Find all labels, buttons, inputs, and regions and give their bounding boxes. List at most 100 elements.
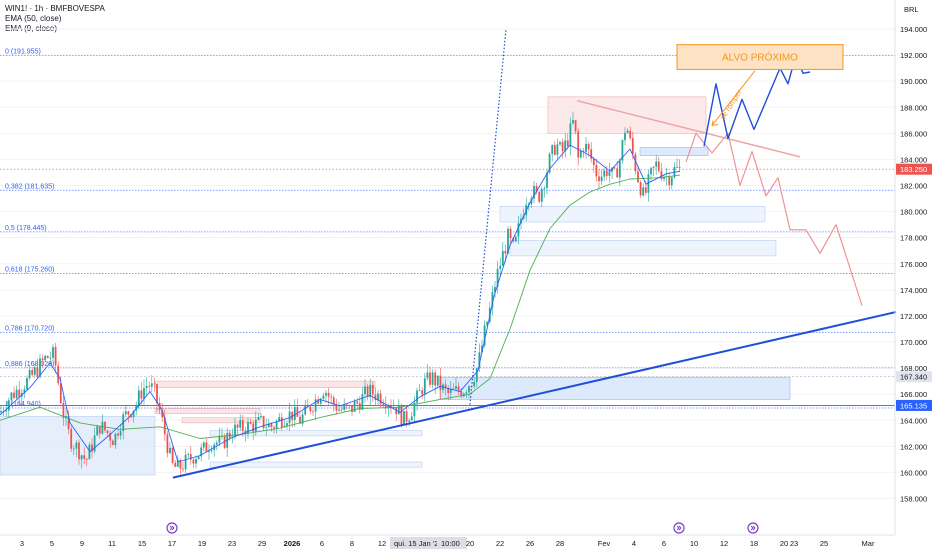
target-box [676, 44, 844, 70]
x-tick-label: 18 [750, 539, 758, 548]
candle-body [457, 386, 460, 392]
x-tick-label: 11 [108, 539, 116, 548]
candle-body [283, 425, 286, 427]
candle-body [267, 423, 270, 428]
candle-body [507, 228, 509, 254]
y-tick-label: 158.000 [900, 495, 927, 504]
fib-level-label: 0,618 (175.260) [5, 266, 54, 273]
candle-body [642, 187, 645, 196]
candle-body [629, 130, 632, 139]
candle-body [106, 430, 109, 434]
candle-body [78, 442, 80, 460]
candle-body [423, 378, 426, 395]
candle-body [182, 468, 184, 470]
price-axis[interactable]: 194.000 192.000 190.000 188.000 186.000 184.0… [894, 0, 932, 535]
candle-body [75, 442, 78, 449]
x-tick-label: 25 [820, 539, 828, 548]
legend-ema50: EMA (50, close) [5, 14, 62, 23]
candle-body [340, 409, 343, 411]
candle-body [509, 228, 512, 239]
y-tick-label: 170.000 [900, 338, 927, 347]
y-tick-label: 184.000 [900, 155, 927, 164]
candle-body [361, 394, 364, 410]
candle-body [23, 389, 26, 393]
candle-body [80, 455, 83, 460]
candle-body [621, 140, 624, 161]
candle-body [5, 410, 8, 412]
crosshair-time-box [390, 537, 450, 549]
candle-body [564, 140, 567, 152]
candle-body [626, 130, 629, 133]
candle-body [556, 144, 559, 155]
candle-body [569, 123, 572, 147]
candle-body [449, 388, 452, 393]
candle-body [171, 447, 174, 463]
candle-body [200, 447, 203, 457]
x-tick-label: 28 [556, 539, 564, 548]
candle-body [553, 145, 556, 155]
candle-body [127, 411, 130, 415]
candle-body [304, 405, 307, 415]
candle-body [663, 176, 665, 179]
candle-body [366, 386, 369, 397]
candle-body [504, 250, 507, 254]
candle-body [652, 166, 655, 168]
candle-body [174, 462, 177, 467]
candle-body [36, 367, 39, 377]
candle-body [475, 368, 478, 382]
candle-body [543, 187, 546, 189]
candle-body [39, 358, 41, 377]
price-axis-badge [896, 371, 932, 383]
candle-body [600, 176, 603, 182]
candle-body [195, 459, 197, 464]
candle-body [317, 399, 320, 404]
candle-body [595, 165, 598, 177]
candle-body [153, 383, 156, 385]
candle-body [670, 177, 673, 186]
candle-body [351, 405, 353, 412]
x-tick-label: 5 [50, 539, 54, 548]
candle-body [96, 426, 99, 436]
candle-body [70, 429, 73, 449]
candle-body [83, 455, 86, 459]
candle-body [572, 120, 574, 124]
candle-body [161, 410, 164, 418]
candle-body [187, 454, 190, 455]
candle-body [67, 416, 70, 430]
target-arrow [711, 70, 756, 126]
candle-body [468, 386, 470, 393]
fib-level-label: 0,786 (170.720) [5, 326, 54, 333]
candle-body [135, 405, 138, 411]
candle-body [540, 188, 543, 202]
candle-body [434, 372, 437, 386]
candle-body [286, 423, 288, 426]
candle-body [356, 401, 359, 404]
candle-body [413, 402, 416, 417]
descending-trendline [576, 100, 801, 158]
candle-body [535, 185, 538, 192]
candle-body [13, 392, 15, 398]
candle-body [655, 161, 658, 167]
candle-body [624, 132, 626, 141]
candle-body [44, 355, 47, 361]
candle-body [384, 405, 387, 409]
candle-body [205, 442, 208, 453]
candle-body [57, 365, 60, 384]
candle-body [481, 345, 483, 353]
candle-body [676, 166, 678, 168]
candle-body [330, 396, 333, 398]
candle-body [137, 390, 140, 406]
ema50-line [0, 174, 681, 439]
candle-body [421, 390, 424, 395]
time-axis[interactable]: 3 5 9 11 15 17 19 23 29 2026 6 8 12 qui. 15 Jan '2610… [0, 522, 895, 549]
candle-body [62, 402, 65, 419]
y-tick-label: 180.000 [900, 208, 927, 217]
candle-body [499, 265, 502, 269]
x-tick-label: 4 [632, 539, 636, 548]
candle-body [260, 416, 262, 418]
candle-body [241, 420, 244, 431]
candle-body [275, 421, 278, 429]
y-tick-label: 176.000 [900, 260, 927, 269]
